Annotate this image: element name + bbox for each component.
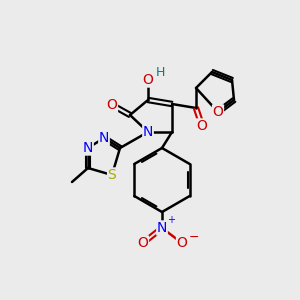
- Text: O: O: [177, 236, 188, 250]
- Text: O: O: [138, 236, 148, 250]
- Text: N: N: [157, 221, 167, 235]
- Text: O: O: [106, 98, 117, 112]
- Text: N: N: [83, 141, 93, 155]
- Text: H: H: [155, 65, 165, 79]
- Text: O: O: [142, 73, 153, 87]
- Text: −: −: [189, 231, 200, 244]
- Text: N: N: [143, 125, 153, 139]
- Text: O: O: [213, 105, 224, 119]
- Text: N: N: [99, 131, 109, 145]
- Text: +: +: [167, 215, 175, 225]
- Text: O: O: [196, 119, 207, 133]
- Text: S: S: [108, 168, 116, 182]
